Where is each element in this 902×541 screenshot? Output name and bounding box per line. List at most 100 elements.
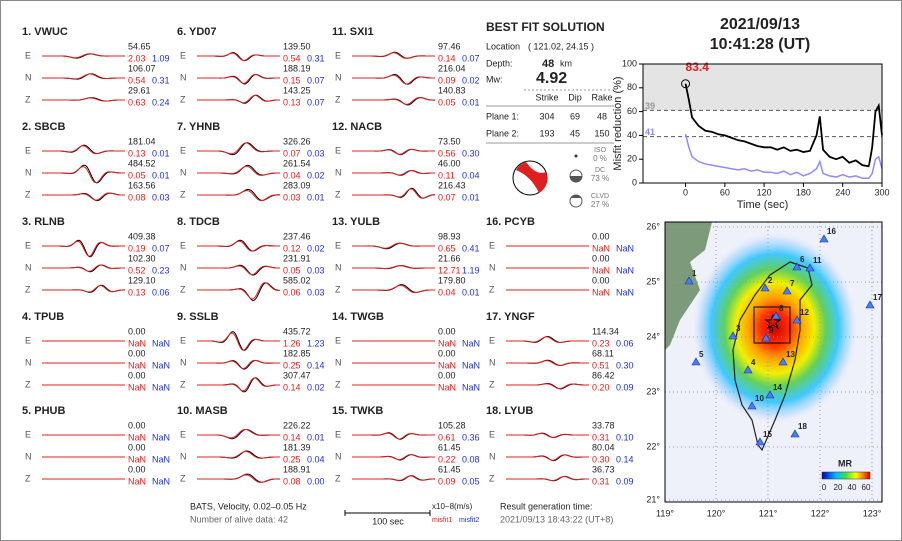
component-label: N — [180, 72, 187, 82]
misfit1: 0.13 — [128, 148, 146, 158]
station-title: 11. SXI1 — [332, 26, 374, 38]
misfit1: 0.51 — [592, 360, 610, 370]
lon-label: 123° — [863, 508, 882, 518]
misfit2: 0.02 — [307, 382, 325, 392]
station-title: 9. SSLB — [177, 311, 219, 323]
colorbar — [821, 471, 871, 480]
lat-label: 21° — [646, 494, 660, 504]
solution-title: BEST FIT SOLUTION — [486, 20, 605, 34]
table-header: Rake — [591, 92, 612, 102]
misfit1: NaN — [128, 382, 146, 392]
station-title: 15. TWKB — [332, 405, 383, 417]
misfit1: 0.14 — [283, 382, 301, 392]
filter: BATS, Velocity, 0.02–0.05 Hz — [190, 501, 307, 511]
synthetic-trace — [42, 240, 125, 257]
component-label: Z — [489, 379, 495, 389]
synthetic-trace — [197, 451, 280, 459]
misfit2: 0.04 — [462, 170, 480, 180]
misfit2: NaN — [152, 338, 170, 348]
map-frame — [664, 221, 883, 503]
synthetic-trace — [352, 148, 435, 155]
beachball-lobe — [516, 162, 548, 193]
generation-label: Result generation time: — [500, 501, 593, 511]
misfit1: 0.52 — [128, 265, 146, 275]
station-marker — [760, 283, 770, 292]
amplitude: 46.00 — [438, 158, 461, 168]
misfit1: 0.31 — [592, 432, 610, 442]
misfit-line — [684, 83, 883, 168]
component-label: N — [335, 357, 342, 367]
station-title: 5. PHUB — [22, 405, 65, 417]
amplitude: 139.50 — [283, 41, 311, 51]
misfit2-legend: misfit2 — [459, 517, 479, 524]
misfit-line — [684, 134, 883, 179]
station-number: 7 — [790, 279, 795, 288]
station-number: 15 — [763, 430, 772, 439]
misfit1: 0.61 — [438, 432, 456, 442]
misfit2: 0.00 — [307, 476, 325, 486]
misfit2: 0.08 — [462, 454, 480, 464]
misfit1: NaN — [592, 243, 610, 253]
misfit1: 0.03 — [283, 192, 301, 202]
china-coast — [665, 222, 712, 350]
misfit2: NaN — [462, 382, 480, 392]
station-number: 9 — [769, 326, 774, 335]
synthetic-trace — [506, 476, 589, 481]
component-percent: 27 % — [591, 200, 609, 209]
amplitude: 283.09 — [283, 180, 311, 190]
synthetic-trace — [197, 165, 280, 176]
misfit2: NaN — [462, 360, 480, 370]
misfit1: 0.09 — [438, 476, 456, 486]
amplitude: 216.04 — [438, 63, 466, 73]
station-marker — [761, 333, 771, 342]
station-title: 13. YULB — [332, 216, 380, 228]
misfit1: 0.14 — [283, 432, 301, 442]
misfit1: NaN — [438, 360, 456, 370]
amplitude: 68.11 — [592, 348, 614, 358]
amplitude: 129.10 — [128, 275, 156, 285]
station-title: 4. TPUB — [22, 311, 64, 323]
depth: 48 — [542, 58, 554, 70]
amplitude: 36.73 — [592, 464, 615, 474]
misfit2: 0.06 — [152, 287, 170, 297]
misfit1: 0.07 — [283, 148, 301, 158]
mw: 4.92 — [536, 70, 567, 87]
synthetic-trace — [352, 242, 435, 249]
synthetic-trace — [506, 336, 589, 343]
component-label: N — [335, 262, 342, 272]
amplitude: 29.61 — [128, 85, 151, 95]
synthetic-trace — [197, 359, 280, 370]
amplitude: 80.04 — [592, 442, 615, 452]
component-label: N — [180, 262, 187, 272]
component-label: E — [25, 240, 31, 250]
misfit1: 0.63 — [128, 97, 146, 107]
table-header: Strike — [535, 92, 558, 102]
component-label: Z — [25, 379, 31, 389]
amplitude: 114.34 — [592, 326, 619, 336]
component-label: E — [489, 335, 495, 345]
misfit1: 12.71 — [438, 265, 461, 275]
component-label: N — [25, 357, 32, 367]
annotation: 39 — [645, 101, 655, 111]
component-label: E — [489, 240, 495, 250]
lon-label: 119° — [656, 508, 674, 518]
misfit2: 0.01 — [152, 170, 170, 180]
misfit1: 0.05 — [438, 97, 456, 107]
station-marker — [755, 437, 765, 446]
component-label: N — [335, 167, 342, 177]
y-tick-label: 0 — [632, 177, 637, 187]
synthetic-trace — [197, 94, 280, 104]
station-number: 1 — [692, 269, 697, 278]
colorbar-tick: 60 — [862, 483, 871, 492]
lon-label: 121° — [759, 508, 778, 518]
misfit2: 1.19 — [462, 265, 480, 275]
component-label: Z — [180, 473, 186, 483]
synthetic-trace — [42, 53, 125, 59]
component-label: N — [180, 451, 187, 461]
misfit1: 0.11 — [438, 170, 455, 180]
component-label: E — [335, 240, 341, 250]
station-marker — [782, 286, 792, 295]
component-label: E — [180, 50, 186, 60]
station-marker — [765, 390, 775, 399]
